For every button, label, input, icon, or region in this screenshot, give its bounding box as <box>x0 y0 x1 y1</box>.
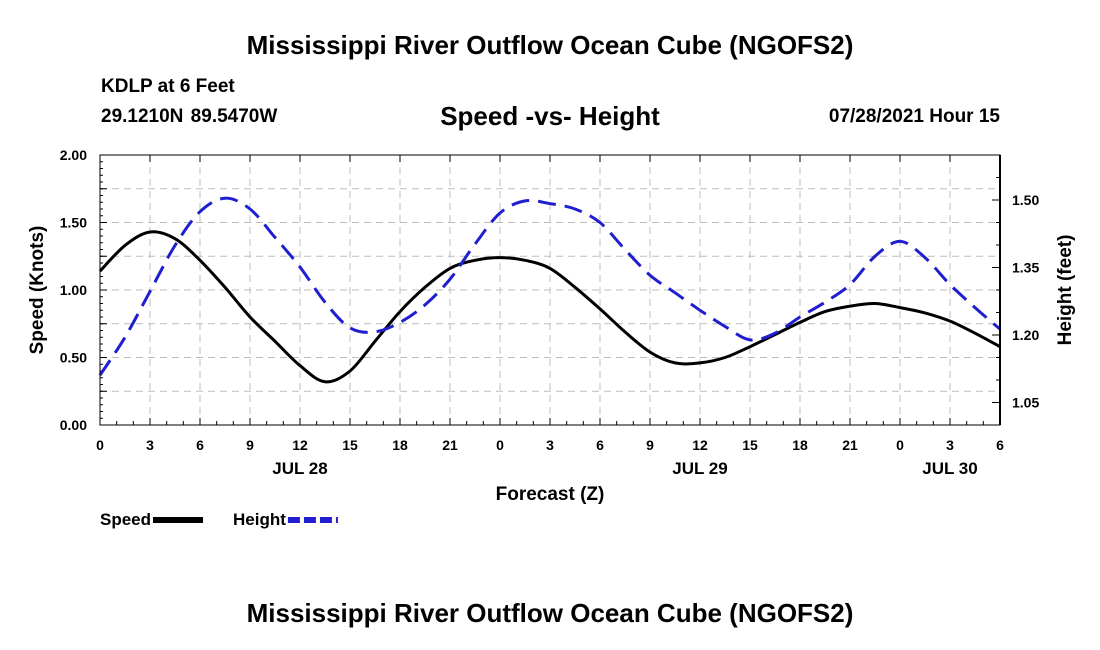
legend-label: Height <box>233 510 286 529</box>
x-tick-label: 0 <box>896 437 904 453</box>
footer-title: Mississippi River Outflow Ocean Cube (NG… <box>246 598 854 628</box>
legend-label: Speed <box>100 510 151 529</box>
x-tick-label: 9 <box>646 437 654 453</box>
date-label: JUL 29 <box>672 459 727 478</box>
y-tick-label: 1.50 <box>60 215 87 231</box>
date-label: JUL 30 <box>922 459 977 478</box>
x-tick-label: 21 <box>442 437 458 453</box>
y2-axis-label: Height (feet) <box>1055 235 1076 346</box>
y-tick-label: 0.50 <box>60 350 87 366</box>
station-coordinates: 29.1210N 89.5470W <box>101 106 278 127</box>
y2-tick-label: 1.35 <box>1012 260 1039 276</box>
chart-legend: Speed Height <box>100 510 338 529</box>
x-tick-label: 3 <box>546 437 554 453</box>
x-tick-label: 0 <box>496 437 504 453</box>
x-tick-label: 18 <box>392 437 408 453</box>
y-tick-label: 1.00 <box>60 282 87 298</box>
forecast-datetime: 07/28/2021 Hour 15 <box>828 106 1000 127</box>
y2-tick-label: 1.20 <box>1012 327 1039 343</box>
chart-gridlines <box>100 155 1000 425</box>
x-tick-label: 6 <box>596 437 604 453</box>
x-tick-label: 3 <box>146 437 154 453</box>
chart-subtitle: Speed -vs- Height <box>440 101 660 131</box>
x-tick-label: 9 <box>246 437 254 453</box>
x-tick-label: 0 <box>96 437 104 453</box>
y-axis-label: Speed (Knots) <box>27 226 48 355</box>
y2-tick-label: 1.05 <box>1012 395 1039 411</box>
date-label: JUL 28 <box>272 459 327 478</box>
x-tick-label: 12 <box>692 437 708 453</box>
x-tick-label: 21 <box>842 437 858 453</box>
x-tick-label: 18 <box>792 437 808 453</box>
chart-series <box>98 196 1001 384</box>
chart-title: Mississippi River Outflow Ocean Cube (NG… <box>246 30 854 60</box>
x-tick-label: 15 <box>342 437 358 453</box>
x-tick-label: 15 <box>742 437 758 453</box>
chart-tick-labels: 0 3 6 9 12 15 18 21 0 3 6 9 12 15 18 21 0 3 6 JUL 28 JUL 29 J… <box>60 147 1040 478</box>
series-line-height <box>98 196 1001 376</box>
x-tick-label: 3 <box>946 437 954 453</box>
series-line-speed <box>98 230 1001 384</box>
y-tick-label: 0.00 <box>60 417 87 433</box>
x-tick-label: 6 <box>996 437 1004 453</box>
y-tick-label: 2.00 <box>60 147 87 163</box>
x-axis-label: Forecast (Z) <box>496 484 605 505</box>
station-label: KDLP at 6 Feet <box>101 76 235 97</box>
y2-tick-label: 1.50 <box>1012 192 1039 208</box>
x-tick-label: 6 <box>196 437 204 453</box>
x-tick-label: 12 <box>292 437 308 453</box>
